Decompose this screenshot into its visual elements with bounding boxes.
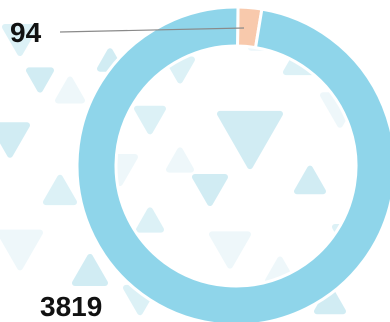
data-label-0: 94 bbox=[10, 17, 42, 48]
background-triangle bbox=[166, 147, 194, 173]
background-triangle bbox=[0, 122, 30, 158]
background-triangle bbox=[26, 67, 54, 93]
background-triangle bbox=[2, 23, 38, 57]
background-triangle bbox=[217, 110, 283, 170]
background-triangle bbox=[55, 76, 85, 104]
donut-slice-1 bbox=[75, 5, 390, 322]
data-label-1: 3819 bbox=[40, 291, 102, 322]
background-triangle bbox=[43, 174, 77, 206]
background-triangle bbox=[72, 253, 108, 287]
background-triangle bbox=[209, 231, 251, 269]
background-triangle bbox=[134, 105, 166, 135]
background-triangle bbox=[294, 165, 326, 195]
donut-slices bbox=[75, 5, 390, 322]
background-triangle bbox=[0, 229, 43, 271]
leader-line-0 bbox=[59, 27, 245, 33]
background-triangle bbox=[192, 173, 228, 207]
background-triangle bbox=[136, 207, 164, 233]
